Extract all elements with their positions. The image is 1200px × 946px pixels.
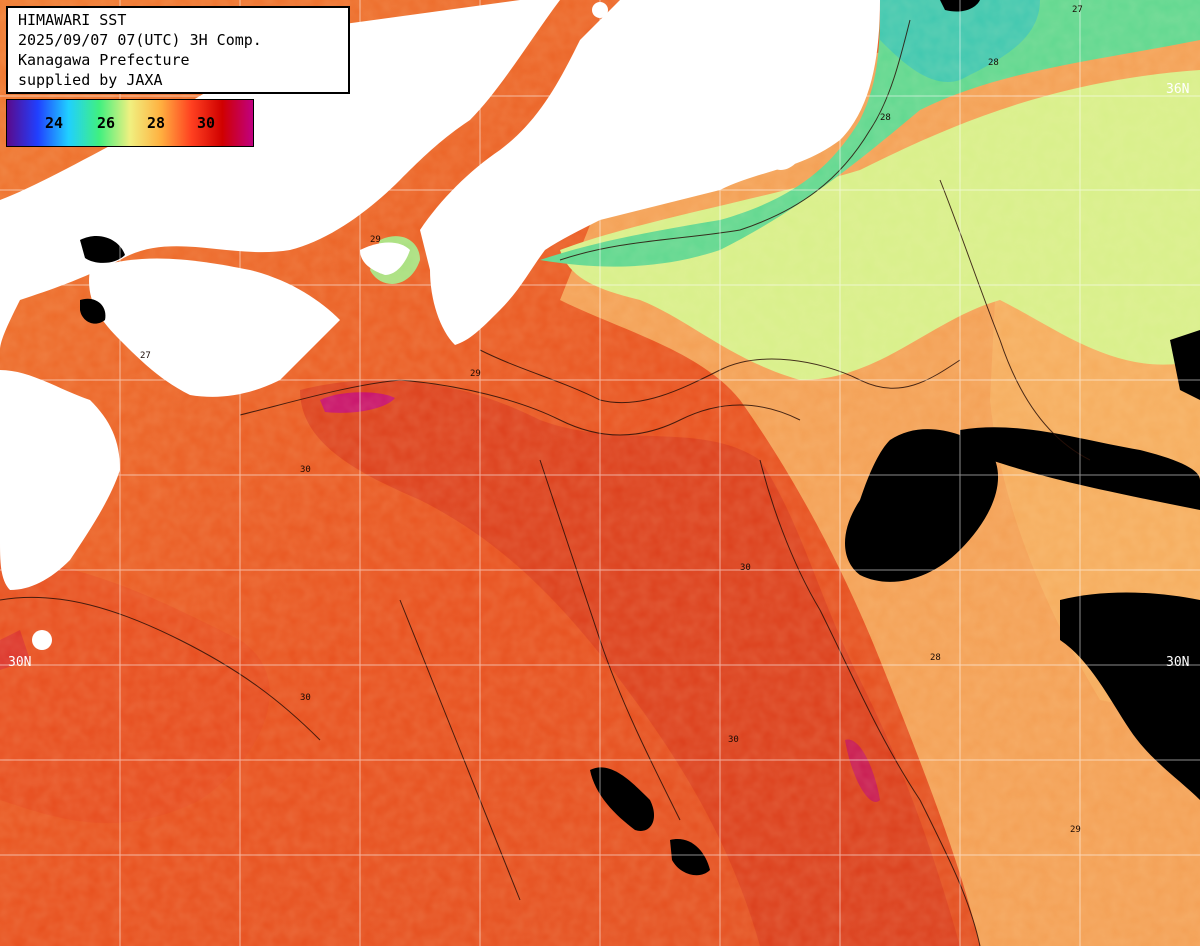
land-island-1 xyxy=(32,630,52,650)
contour-label: 30 xyxy=(300,693,311,703)
contour-label: 27 xyxy=(140,351,151,361)
colorbar-tick-30: 30 xyxy=(197,114,216,132)
title-box: HIMAWARI SST 2025/09/07 07(UTC) 3H Comp.… xyxy=(6,6,350,94)
contour-label: 29 xyxy=(470,369,481,379)
colorbar-tick-28: 28 xyxy=(147,114,166,132)
land-shikoku xyxy=(89,258,341,397)
timestamp: 2025/09/07 07(UTC) 3H Comp. xyxy=(18,31,262,49)
cloud-south-1 xyxy=(590,767,655,831)
cloud-west-1 xyxy=(80,235,125,263)
contour-29-south xyxy=(399,599,521,901)
temperature-colorbar: 24 26 28 30 xyxy=(6,99,254,147)
contour-label: 30 xyxy=(740,563,751,573)
contour-label: 27 xyxy=(1072,5,1083,15)
colorbar-gradient xyxy=(7,100,253,146)
contour-label: 30 xyxy=(300,465,311,475)
land-kinki xyxy=(420,0,880,345)
contour-label: 28 xyxy=(988,58,999,68)
cloud-west-2 xyxy=(80,298,106,324)
colorbar-tick-26: 26 xyxy=(97,114,116,132)
region-label: Kanagawa Prefecture xyxy=(18,51,190,69)
land-honshu-west xyxy=(0,0,560,350)
land-kyushu xyxy=(0,370,120,590)
colorbar-tick-24: 24 xyxy=(45,114,64,132)
contour-30-east xyxy=(759,459,981,946)
contour-label: 30 xyxy=(728,735,739,745)
lat-label-36n: 36N xyxy=(1166,82,1190,97)
contour-28-coastal xyxy=(559,19,911,261)
contour-label: 29 xyxy=(1070,825,1081,835)
contour-label: 29 xyxy=(370,235,381,245)
cloud-east-4 xyxy=(1170,330,1200,400)
land-kii-peninsula xyxy=(360,242,410,275)
lat-label-30n-west: 30N xyxy=(8,655,32,670)
contour-lines xyxy=(0,19,1091,946)
land-izu xyxy=(758,126,805,170)
contour-label: 28 xyxy=(930,653,941,663)
contour-30-west xyxy=(0,596,321,741)
lat-label-30n-east: 30N xyxy=(1166,655,1190,670)
contour-value-labels: 27 28 29 30 30 28 30 30 29 29 27 28 xyxy=(140,5,1083,835)
supplier-label: supplied by JAXA xyxy=(18,71,163,89)
contour-28-east xyxy=(939,179,1091,461)
product-title: HIMAWARI SST xyxy=(18,11,127,29)
cloud-east-3 xyxy=(1060,592,1200,800)
cloud-south-2 xyxy=(670,839,710,876)
contour-30-north xyxy=(239,379,801,436)
contour-label: 28 xyxy=(880,113,891,123)
